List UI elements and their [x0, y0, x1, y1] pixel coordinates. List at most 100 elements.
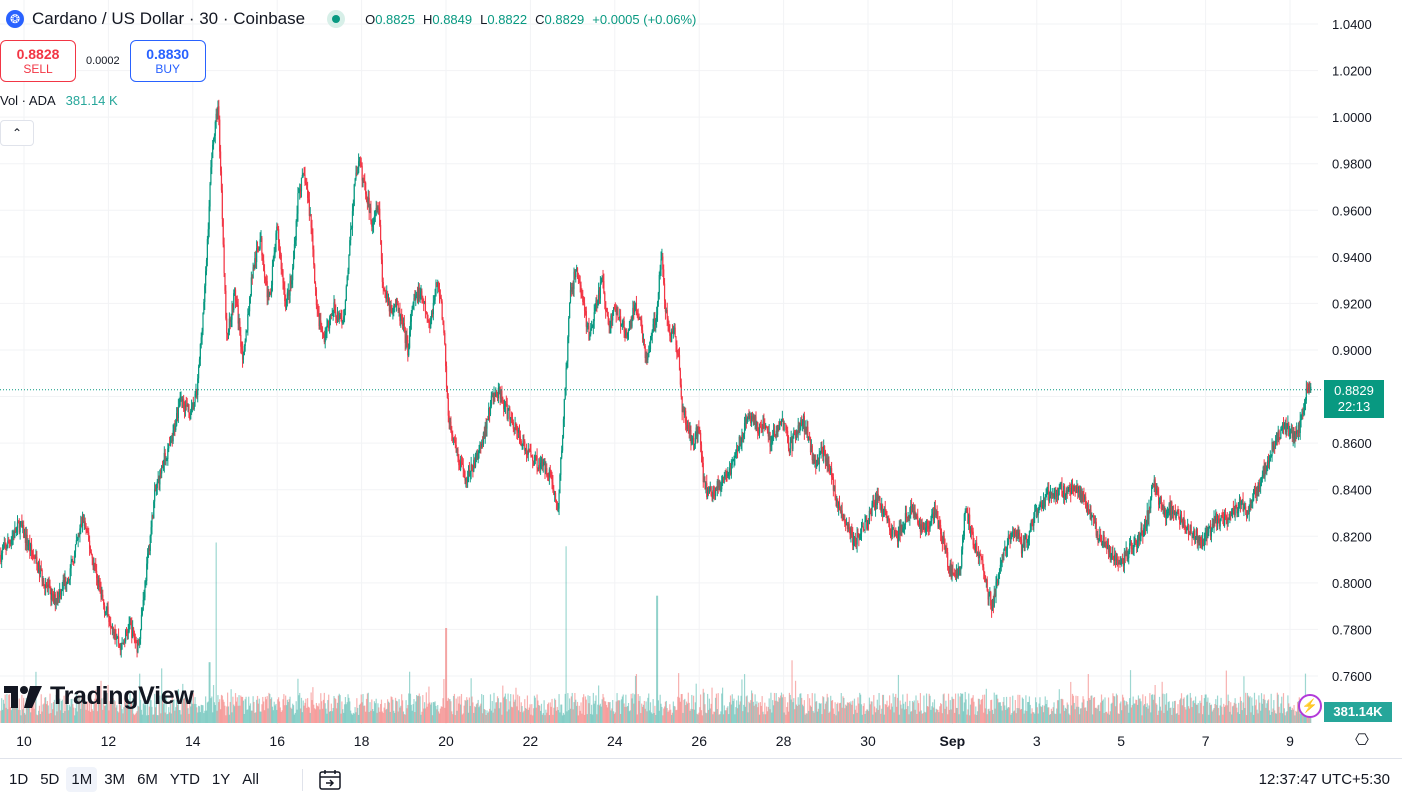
volume-bar — [412, 704, 414, 723]
candle-body — [1092, 516, 1094, 518]
candle-body — [717, 481, 719, 487]
candle-body — [1232, 508, 1234, 512]
volume-bar — [1277, 694, 1279, 723]
market-open-indicator[interactable] — [327, 10, 346, 28]
volume-bar — [262, 696, 264, 723]
volume-bar — [1231, 706, 1234, 723]
candle-body — [916, 516, 918, 518]
candle-body — [132, 627, 134, 638]
volume-bar — [1093, 696, 1096, 723]
volume-bar — [425, 692, 427, 723]
candle-body — [714, 489, 717, 497]
volume-bar — [206, 702, 208, 723]
volume-bar — [98, 699, 100, 723]
volume-bar — [1036, 707, 1038, 723]
range-ytd[interactable]: YTD — [169, 771, 200, 788]
x-tick-label: 3 — [1033, 733, 1041, 749]
volume-bar — [161, 695, 164, 723]
candle-body — [8, 540, 10, 543]
collapse-legend-button[interactable]: ⌃ — [0, 120, 34, 146]
sell-button[interactable]: 0.8828 SELL — [0, 40, 76, 82]
candle-body — [181, 399, 183, 401]
candle-body — [315, 289, 318, 306]
lightning-icon[interactable]: ⚡ — [1298, 694, 1322, 718]
volume-bar — [762, 711, 764, 723]
candle-body — [590, 326, 593, 329]
volume-bar — [73, 707, 75, 723]
volume-bar — [11, 700, 13, 723]
volume-bar — [172, 699, 174, 723]
volume-bar — [922, 713, 924, 723]
volume-bar — [1133, 703, 1135, 723]
candle-body — [199, 344, 201, 360]
range-6m[interactable]: 6M — [137, 771, 158, 788]
volume-bar — [364, 705, 366, 723]
volume-bar — [1198, 713, 1200, 723]
settings-icon[interactable]: ⎔ — [1355, 732, 1369, 749]
candle-body — [639, 318, 641, 320]
candle-body — [1307, 389, 1309, 393]
candle-body — [624, 332, 626, 336]
range-1d[interactable]: 1D — [9, 771, 29, 788]
range-3m[interactable]: 3M — [104, 771, 126, 788]
volume-bar — [1221, 706, 1223, 723]
cardano-icon[interactable]: ❂ — [6, 10, 24, 28]
candle-body — [133, 633, 136, 641]
candle-body — [944, 543, 946, 550]
range-1m[interactable]: 1M — [66, 767, 98, 792]
volume-bar — [331, 711, 333, 723]
range-1y[interactable]: 1Y — [211, 771, 231, 788]
candle-body — [568, 318, 570, 337]
candle-body — [82, 515, 85, 523]
symbol-title[interactable]: Cardano / US Dollar · 30 · Coinbase — [32, 9, 306, 28]
y-tick-label: 0.9400 — [1332, 250, 1372, 265]
volume-bar — [388, 702, 390, 723]
volume-bar — [866, 709, 868, 723]
volume-bar — [598, 705, 601, 723]
candle-body — [1289, 432, 1292, 434]
volume-bar — [549, 702, 551, 723]
candle-body — [910, 505, 912, 515]
volume-bar — [998, 702, 1000, 723]
range-5d[interactable]: 5D — [40, 771, 60, 788]
candle-body — [843, 518, 845, 520]
candle-body — [847, 523, 849, 529]
candle-body — [809, 436, 811, 438]
volume-bar — [280, 711, 282, 723]
volume-bar — [570, 696, 572, 723]
volume-bar — [349, 701, 351, 723]
candle-body — [796, 431, 798, 435]
candle-body — [244, 340, 246, 347]
volume-bar — [1271, 711, 1273, 723]
calendar-goto-icon[interactable] — [318, 769, 342, 791]
volume-bar — [52, 701, 55, 723]
buy-button[interactable]: 0.8830 BUY — [129, 40, 206, 82]
candle-body — [1205, 532, 1207, 535]
volume-bar — [58, 693, 60, 723]
candle-body — [641, 320, 643, 331]
candle-body — [684, 410, 686, 416]
candle-body — [131, 625, 133, 638]
candle-body — [1238, 498, 1241, 503]
volume-bar — [956, 708, 958, 723]
tradingview-logo[interactable]: TradingView — [4, 682, 194, 711]
candle-body — [178, 405, 180, 407]
candle-body — [1296, 430, 1298, 435]
range-all[interactable]: All — [242, 771, 259, 788]
candle-body — [978, 553, 980, 559]
timezone-clock[interactable]: 12:37:47 UTC+5:30 — [1258, 771, 1390, 788]
volume-bar — [128, 704, 130, 723]
volume-bar — [1020, 709, 1022, 723]
volume-bar — [125, 702, 127, 723]
candle-body — [533, 460, 536, 465]
candle-body — [129, 622, 131, 624]
candle-body — [323, 335, 325, 343]
volume-legend[interactable]: Vol · ADA 381.14 K — [0, 93, 118, 108]
candle-body — [969, 528, 972, 531]
candle-body — [238, 321, 240, 324]
candle-body — [279, 251, 281, 255]
volume-bar — [1066, 702, 1068, 723]
volume-bar — [426, 706, 428, 723]
candle-body — [658, 275, 660, 293]
